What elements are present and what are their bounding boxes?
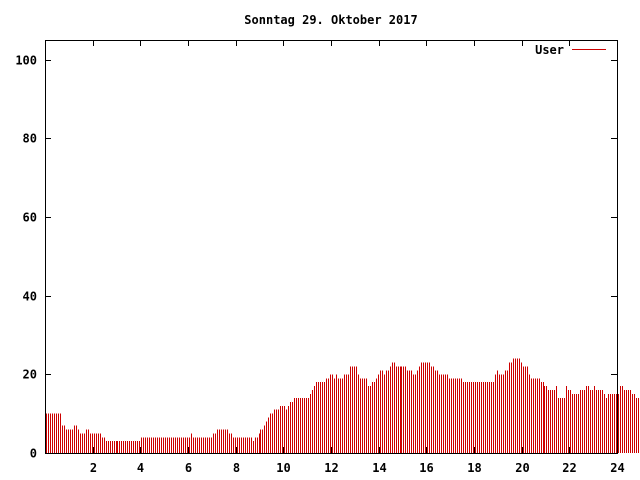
y-tick-label: 100	[15, 54, 37, 68]
y-tick-label: 60	[23, 211, 37, 225]
x-tick-label: 18	[467, 461, 481, 475]
x-tick-label: 2	[90, 461, 97, 475]
y-tick-label: 40	[23, 290, 37, 304]
y-tick-label: 80	[23, 132, 37, 146]
chart-title: Sonntag 29. Oktober 2017	[244, 13, 417, 27]
x-tick-label: 14	[372, 461, 386, 475]
x-tick-label: 16	[419, 461, 433, 475]
x-tick-label: 4	[137, 461, 144, 475]
x-tick-label: 20	[515, 461, 529, 475]
x-tick-label: 24	[610, 461, 624, 475]
legend-label-user: User	[535, 43, 564, 57]
y-axis: 0 20 40 60 80 100	[15, 54, 617, 461]
plot-frame	[45, 40, 618, 454]
x-tick-label: 12	[324, 461, 338, 475]
x-tick-label: 10	[276, 461, 290, 475]
y-tick-label: 0	[30, 447, 37, 461]
x-tick-label: 22	[562, 461, 576, 475]
x-axis: 2 4 6 8 10 12 14 16 18 20 22 24	[90, 40, 625, 475]
series-user-bars	[46, 358, 639, 453]
legend: User	[535, 43, 606, 57]
x-tick-label: 8	[233, 461, 240, 475]
y-tick-label: 20	[23, 368, 37, 382]
x-tick-label: 6	[185, 461, 192, 475]
